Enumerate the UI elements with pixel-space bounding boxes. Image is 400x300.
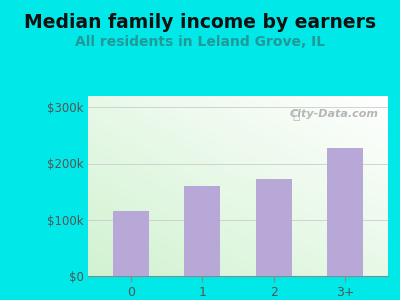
Text: Median family income by earners: Median family income by earners — [24, 14, 376, 32]
Bar — [256, 179, 292, 276]
Text: City-Data.com: City-Data.com — [290, 109, 379, 118]
Bar — [113, 211, 149, 276]
Bar — [327, 148, 363, 276]
Text: ⓘ: ⓘ — [292, 109, 300, 122]
Text: All residents in Leland Grove, IL: All residents in Leland Grove, IL — [75, 34, 325, 49]
Bar — [184, 186, 220, 276]
